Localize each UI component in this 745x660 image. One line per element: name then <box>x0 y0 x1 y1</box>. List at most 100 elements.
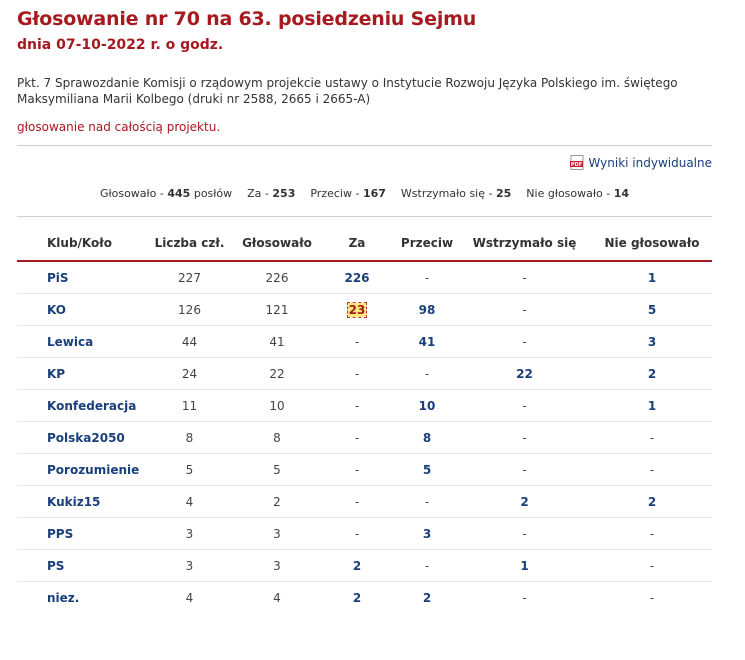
column-header: Nie głosowało <box>592 229 712 262</box>
table-cell: 121 <box>237 293 317 326</box>
column-header: Wstrzymało się <box>457 229 592 262</box>
table-cell: - <box>649 590 655 605</box>
table-cell: - <box>457 261 592 294</box>
club-name-link[interactable]: KO <box>17 293 142 326</box>
summary-against-label: Przeciw - <box>310 187 360 200</box>
results-table: Klub/Koło Liczba czł. Głosowało Za Przec… <box>17 229 712 613</box>
club-name-link[interactable]: Porozumienie <box>17 453 142 486</box>
summary-against-value: 167 <box>362 187 386 200</box>
table-cell: 226 <box>237 261 317 294</box>
club-name-link[interactable]: Konfederacja <box>17 389 142 422</box>
table-cell: - <box>592 421 712 454</box>
table-cell[interactable]: 2 <box>317 549 397 582</box>
table-cell[interactable]: 10 <box>397 389 457 422</box>
club-name-link[interactable]: KP <box>17 357 142 390</box>
divider <box>17 216 712 217</box>
table-cell: - <box>457 389 592 422</box>
table-cell[interactable]: 1 <box>592 261 712 294</box>
table-cell: 227 <box>142 261 237 294</box>
table-cell: 4 <box>185 590 194 605</box>
table-cell: - <box>397 357 457 390</box>
table-cell[interactable]: 2 <box>592 357 712 390</box>
table-row: PPS 3 3-3- - <box>17 517 712 550</box>
table-cell[interactable]: 2 <box>352 590 362 605</box>
pdf-icon: PDF <box>569 155 585 170</box>
column-header: Liczba czł. <box>142 229 237 262</box>
table-cell: - <box>317 389 397 422</box>
table-cell: 126 <box>142 293 237 326</box>
table-cell: 5 <box>142 453 237 486</box>
club-name-link[interactable]: niez. <box>47 590 80 605</box>
table-cell: - <box>592 453 712 486</box>
column-header: Przeciw <box>397 229 457 262</box>
summary-for-value: 253 <box>272 187 296 200</box>
table-cell[interactable]: 3 <box>397 517 457 550</box>
table-cell: 5 <box>237 453 317 486</box>
club-name-link[interactable]: PPS <box>17 517 142 550</box>
highlighted-value[interactable]: 23 <box>346 301 368 318</box>
table-row: Polska2050 8 8-8- - <box>17 421 712 454</box>
table-cell[interactable]: 1 <box>457 549 592 582</box>
club-name-link[interactable]: PS <box>17 549 142 582</box>
table-cell: 4 <box>273 590 281 605</box>
table-row: PS 3 3 2-1- <box>17 549 712 582</box>
column-header: Klub/Koło <box>17 229 142 262</box>
table-cell: 41 <box>237 325 317 358</box>
table-cell: - <box>592 549 712 582</box>
vote-summary: Głosowało - 445 posłów Za - 253 Przeciw … <box>17 187 712 200</box>
table-cell: - <box>397 485 457 518</box>
table-row: Lewica 44 41-41-3 <box>17 325 712 358</box>
table-cell[interactable]: 2 <box>457 485 592 518</box>
table-row: niez. 4 4 2 2 - - <box>17 582 712 614</box>
individual-results-link[interactable]: PDF Wyniki indywidualne <box>569 155 713 170</box>
table-cell: - <box>457 325 592 358</box>
table-cell[interactable]: 1 <box>592 389 712 422</box>
table-cell[interactable]: 5 <box>397 453 457 486</box>
table-cell[interactable]: 23 <box>317 293 397 326</box>
table-cell[interactable]: 2 <box>592 485 712 518</box>
table-cell: 4 <box>142 485 237 518</box>
table-cell: 3 <box>237 549 317 582</box>
table-cell[interactable]: 8 <box>397 421 457 454</box>
table-cell: - <box>457 453 592 486</box>
table-cell[interactable]: 226 <box>317 261 397 294</box>
table-cell: 8 <box>142 421 237 454</box>
summary-absent-value: 14 <box>613 187 630 200</box>
club-name-link[interactable]: Lewica <box>17 325 142 358</box>
individual-results-label[interactable]: Wyniki indywidualne <box>588 155 713 170</box>
table-row: PiS 227 226 226- -1 <box>17 261 712 294</box>
table-cell[interactable]: 2 <box>422 590 432 605</box>
table-cell: - <box>317 421 397 454</box>
table-cell[interactable]: 3 <box>592 325 712 358</box>
table-cell: - <box>457 293 592 326</box>
table-cell: - <box>397 261 457 294</box>
page-title: Głosowanie nr 70 na 63. posiedzeniu Sejm… <box>17 8 477 30</box>
table-row: Porozumienie 5 5-5- - <box>17 453 712 486</box>
table-row: KO 126 121 23 98-5 <box>17 293 712 326</box>
table-cell[interactable]: 5 <box>592 293 712 326</box>
table-cell[interactable]: 22 <box>457 357 592 390</box>
table-cell: 44 <box>142 325 237 358</box>
table-cell: - <box>397 549 457 582</box>
table-cell: 11 <box>142 389 237 422</box>
summary-abstain-label: Wstrzymało się - <box>400 187 493 200</box>
svg-text:PDF: PDF <box>570 162 581 168</box>
table-cell[interactable]: 41 <box>397 325 457 358</box>
table-cell: 22 <box>237 357 317 390</box>
summary-voted-value: 445 <box>167 187 191 200</box>
table-cell: - <box>317 325 397 358</box>
table-header-row: Klub/Koło Liczba czł. Głosowało Za Przec… <box>17 229 712 262</box>
table-cell: 2 <box>237 485 317 518</box>
club-name-link[interactable]: PiS <box>17 261 142 294</box>
table-cell: - <box>457 421 592 454</box>
table-cell: 24 <box>142 357 237 390</box>
table-cell: - <box>317 453 397 486</box>
table-cell: 3 <box>142 517 237 550</box>
table-cell: - <box>317 485 397 518</box>
page-subtitle: dnia 07-10-2022 r. o godz. <box>17 37 224 53</box>
table-row: Konfederacja 11 10-10-1 <box>17 389 712 422</box>
table-cell: - <box>592 517 712 550</box>
table-cell[interactable]: 98 <box>397 293 457 326</box>
club-name-link[interactable]: Polska2050 <box>17 421 142 454</box>
club-name-link[interactable]: Kukiz15 <box>17 485 142 518</box>
